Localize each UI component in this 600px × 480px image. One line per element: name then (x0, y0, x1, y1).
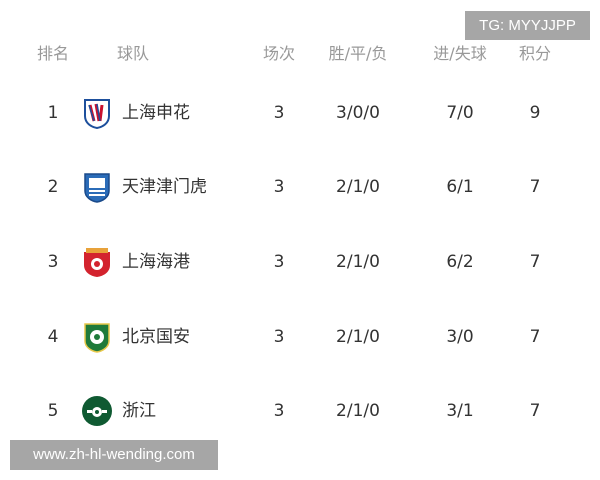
table-row[interactable]: 3 上海海港 3 2/1/0 6/2 7 (0, 242, 600, 282)
header-wdl: 胜/平/负 (328, 44, 388, 63)
goals: 7/0 (446, 103, 474, 123)
shanghai-shenhua-logo-icon (84, 99, 110, 129)
header-points: 积分 (518, 44, 552, 63)
table-header: 排名 球队 场次 胜/平/负 进/失球 积分 (0, 41, 600, 67)
played: 3 (273, 103, 285, 123)
watermark-top: TG: MYYJJPP (465, 11, 590, 40)
rank: 1 (47, 103, 59, 123)
header-played: 场次 (262, 44, 296, 63)
goals: 6/1 (446, 177, 474, 197)
team-name[interactable]: 北京国安 (122, 327, 190, 347)
played: 3 (273, 327, 285, 347)
tianjin-jinmen-tiger-logo-icon (84, 173, 110, 203)
watermark-bottom: www.zh-hl-wending.com (10, 440, 218, 470)
wdl: 3/0/0 (336, 103, 380, 123)
goals: 6/2 (446, 252, 474, 272)
rank: 4 (47, 327, 59, 347)
goals: 3/0 (446, 327, 474, 347)
wdl: 2/1/0 (336, 177, 380, 197)
played: 3 (273, 252, 285, 272)
goals: 3/1 (446, 401, 474, 421)
points: 9 (529, 103, 541, 123)
table-row[interactable]: 4 北京国安 3 2/1/0 3/0 7 (0, 317, 600, 357)
points: 7 (529, 252, 541, 272)
header-team: 球队 (116, 44, 150, 63)
rank: 5 (47, 401, 59, 421)
points: 7 (529, 401, 541, 421)
wdl: 2/1/0 (336, 327, 380, 347)
table-row[interactable]: 1 上海申花 3 3/0/0 7/0 9 (0, 93, 600, 133)
rank: 2 (47, 177, 59, 197)
table-row[interactable]: 5 浙江 3 2/1/0 3/1 7 (0, 391, 600, 431)
zhejiang-logo-icon (82, 396, 112, 426)
played: 3 (273, 177, 285, 197)
played: 3 (273, 401, 285, 421)
beijing-guoan-logo-icon (84, 323, 110, 353)
header-goals: 进/失球 (433, 44, 487, 63)
table-row[interactable]: 2 天津津门虎 3 2/1/0 6/1 7 (0, 167, 600, 207)
team-name[interactable]: 天津津门虎 (122, 177, 207, 197)
team-name[interactable]: 浙江 (122, 401, 156, 421)
points: 7 (529, 177, 541, 197)
points: 7 (529, 327, 541, 347)
rank: 3 (47, 252, 59, 272)
team-name[interactable]: 上海申花 (122, 103, 190, 123)
wdl: 2/1/0 (336, 252, 380, 272)
team-name[interactable]: 上海海港 (122, 252, 190, 272)
shanghai-port-logo-icon (84, 248, 110, 277)
header-rank: 排名 (36, 44, 70, 63)
wdl: 2/1/0 (336, 401, 380, 421)
